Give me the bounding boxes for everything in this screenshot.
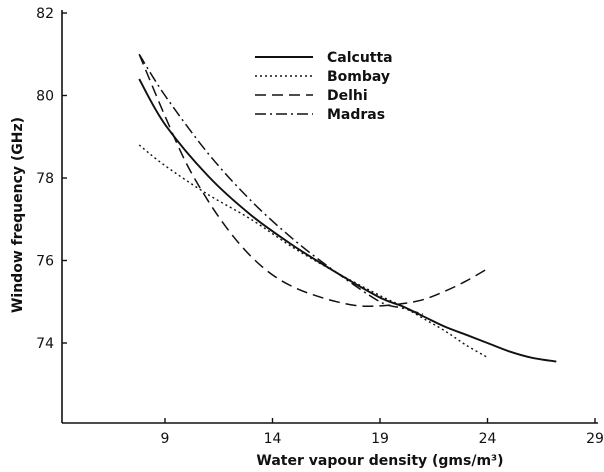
- x-tick-label: 9: [161, 431, 170, 447]
- legend: Calcutta Bombay Delhi Madras: [255, 50, 393, 123]
- y-tick-label: 80: [36, 89, 54, 105]
- series-layer: [138, 53, 557, 363]
- y-tick-label: 82: [36, 6, 54, 22]
- series-line-calcutta: [138, 78, 557, 363]
- x-tick-label: 29: [586, 431, 604, 447]
- axes: [61, 10, 598, 424]
- legend-label-bombay: Bombay: [327, 69, 390, 85]
- series-line-delhi: [138, 54, 488, 308]
- series-line-madras: [138, 53, 424, 315]
- y-ticks: 74 76 78 80 82: [36, 6, 67, 352]
- x-ticks: 9 14 19 24 29: [161, 418, 604, 447]
- y-axis-label: Window frequency (GHz): [10, 117, 26, 313]
- x-axis-label: Water vapour density (gms/m³): [256, 453, 503, 469]
- legend-label-delhi: Delhi: [327, 88, 368, 104]
- x-tick-label: 14: [264, 431, 282, 447]
- x-tick-label: 24: [479, 431, 497, 447]
- y-tick-label: 78: [36, 171, 54, 187]
- y-tick-label: 74: [36, 336, 54, 352]
- legend-label-calcutta: Calcutta: [327, 50, 393, 66]
- legend-label-madras: Madras: [327, 107, 385, 123]
- series-line-bombay: [138, 144, 488, 359]
- y-tick-label: 76: [36, 254, 54, 270]
- x-tick-label: 19: [371, 431, 389, 447]
